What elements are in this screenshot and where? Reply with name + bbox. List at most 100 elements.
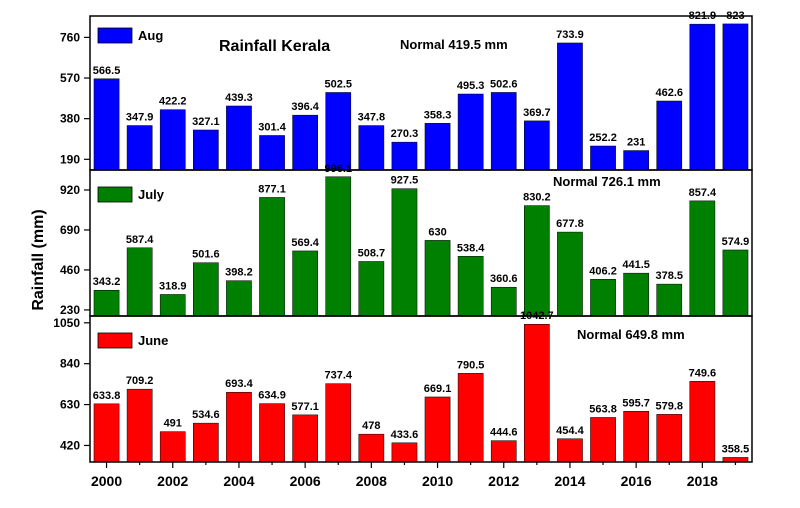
- bar-aug-2001: [126, 125, 153, 171]
- bar-aug-2015: [590, 145, 616, 171]
- value-label-july-2003: 501.6: [192, 249, 220, 261]
- value-label-june-2009: 433.6: [391, 429, 419, 441]
- value-label-aug-2017: 462.6: [655, 87, 683, 99]
- bar-june-2001: [126, 388, 153, 463]
- value-label-july-2002: 318.9: [159, 280, 187, 292]
- value-label-aug-2005: 301.4: [258, 121, 286, 133]
- value-label-aug-2001: 347.9: [126, 112, 154, 124]
- normal-annotation-aug: Normal 419.5 mm: [400, 37, 508, 52]
- bar-aug-2007: [325, 92, 352, 171]
- bar-july-2015: [590, 279, 616, 317]
- legend-label-aug: Aug: [138, 28, 163, 43]
- bar-july-2013: [524, 205, 550, 317]
- value-label-aug-2009: 270.3: [391, 128, 419, 140]
- bar-june-2002: [159, 431, 186, 463]
- bar-aug-2016: [623, 150, 649, 171]
- value-label-june-2005: 634.9: [258, 390, 286, 402]
- value-label-july-2017: 378.5: [655, 270, 683, 282]
- y-tick-label: 190: [60, 152, 80, 166]
- bar-july-2000: [93, 289, 120, 317]
- value-label-aug-2006: 396.4: [291, 101, 319, 113]
- legend-swatch-aug: [97, 27, 133, 44]
- y-tick-label: 420: [60, 438, 80, 452]
- x-tick-label-2008: 2008: [356, 473, 387, 489]
- bar-june-2000: [93, 403, 120, 463]
- panel-frame: [89, 315, 753, 463]
- value-label-july-2009: 927.5: [391, 175, 419, 187]
- bar-aug-2002: [159, 109, 186, 171]
- value-label-aug-2008: 347.8: [358, 112, 386, 124]
- value-label-july-2010: 630: [428, 226, 446, 238]
- bar-july-2011: [457, 256, 484, 317]
- value-label-june-2016: 595.7: [622, 397, 650, 409]
- x-tick-label-2006: 2006: [290, 473, 321, 489]
- bar-aug-2003: [193, 129, 219, 171]
- bar-aug-2008: [358, 125, 385, 171]
- bar-june-2009: [391, 442, 418, 463]
- normal-annotation-july: Normal 726.1 mm: [553, 174, 661, 189]
- value-label-june-2004: 693.4: [225, 378, 253, 390]
- bar-july-2007: [325, 176, 352, 317]
- x-tick-label-2010: 2010: [422, 473, 453, 489]
- y-tick-label: 570: [60, 71, 80, 85]
- y-tick-label: 760: [60, 30, 80, 44]
- bar-june-2018: [689, 381, 716, 463]
- y-tick-label: 460: [60, 263, 80, 277]
- value-label-june-2003: 534.6: [192, 409, 220, 421]
- value-label-june-2014: 454.4: [556, 425, 584, 437]
- value-label-june-2007: 737.4: [324, 370, 352, 382]
- y-tick-label: 690: [60, 223, 80, 237]
- bar-june-2014: [557, 438, 583, 463]
- value-label-june-2018: 749.6: [689, 367, 717, 379]
- bar-june-2013: [524, 323, 550, 463]
- value-label-june-2017: 579.8: [655, 400, 683, 412]
- bar-july-2005: [259, 197, 285, 317]
- value-label-aug-2002: 422.2: [159, 96, 187, 108]
- bar-aug-2019: [722, 23, 749, 171]
- value-label-july-2013: 830.2: [523, 192, 551, 204]
- value-label-july-2014: 677.8: [556, 218, 584, 230]
- value-label-june-2006: 577.1: [291, 401, 319, 413]
- value-label-aug-2000: 566.5: [93, 65, 121, 77]
- panel-aug: 566.5 347.9 422.2 327.1 439.3 301.4 396.4 502.5…: [60, 10, 753, 171]
- value-label-june-2012: 444.6: [490, 427, 518, 439]
- panel-june: 633.8 709.2 491 534.6 693.4 634.9 577.1 737.4 47…: [53, 310, 753, 463]
- bar-aug-2006: [292, 114, 318, 171]
- value-label-july-2015: 406.2: [589, 265, 617, 277]
- value-label-june-2011: 790.5: [457, 359, 485, 371]
- x-tick-label-2002: 2002: [157, 473, 188, 489]
- value-label-aug-2016: 231: [627, 137, 645, 149]
- x-tick-label-2012: 2012: [488, 473, 519, 489]
- panel-july: 343.2 587.4 318.9 501.6 398.2 877.1 569.4 996.1…: [60, 163, 753, 317]
- legend-label-july: July: [138, 187, 165, 202]
- bar-aug-2004: [226, 105, 252, 171]
- bar-july-2014: [557, 231, 583, 317]
- y-tick-label: 1050: [53, 316, 80, 330]
- y-tick-label: 380: [60, 112, 80, 126]
- x-tick-label-2014: 2014: [554, 473, 585, 489]
- bar-july-2001: [126, 247, 153, 317]
- value-label-july-2005: 877.1: [258, 183, 286, 195]
- value-label-july-2016: 441.5: [622, 259, 650, 271]
- bar-july-2008: [358, 261, 385, 317]
- bar-july-2016: [623, 272, 649, 317]
- bar-june-2012: [490, 440, 517, 463]
- bar-july-2017: [656, 283, 683, 317]
- bar-july-2006: [292, 250, 318, 317]
- x-axis: 2000 2002 2004 2006 2008 2010 2012 2014 2016 2018: [91, 462, 737, 489]
- normal-annotation-june: Normal 649.8 mm: [577, 327, 685, 342]
- value-label-aug-2011: 495.3: [457, 80, 485, 92]
- legend-swatch-june: [97, 332, 133, 349]
- value-label-july-2011: 538.4: [457, 242, 485, 254]
- value-label-july-2007: 996.1: [324, 163, 352, 175]
- value-label-july-2018: 857.4: [689, 187, 717, 199]
- value-label-july-2008: 508.7: [358, 247, 386, 259]
- bar-aug-2014: [557, 42, 583, 171]
- panels-group: 566.5 347.9 422.2 327.1 439.3 301.4 396.4 502.5…: [53, 10, 753, 463]
- value-label-aug-2012: 502.6: [490, 78, 518, 90]
- bar-june-2005: [259, 403, 285, 463]
- x-tick-label-2004: 2004: [223, 473, 254, 489]
- bar-aug-2011: [457, 93, 484, 171]
- value-label-june-2010: 669.1: [424, 383, 452, 395]
- bar-july-2009: [391, 188, 418, 317]
